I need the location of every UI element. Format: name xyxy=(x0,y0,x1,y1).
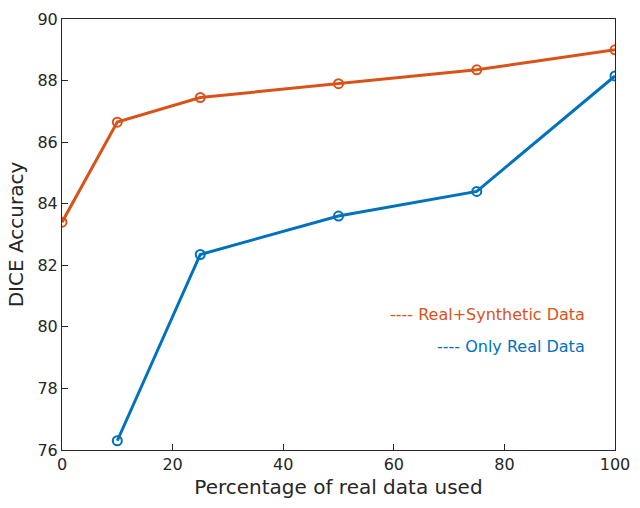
svg-text:80: 80 xyxy=(494,455,514,474)
svg-text:40: 40 xyxy=(273,455,293,474)
svg-text:DICE Accuracy: DICE Accuracy xyxy=(4,162,28,308)
svg-text:---- Only Real Data: ---- Only Real Data xyxy=(437,337,585,356)
svg-text:---- Real+Synthetic Data: ---- Real+Synthetic Data xyxy=(390,305,585,324)
svg-text:88: 88 xyxy=(37,71,57,90)
svg-text:78: 78 xyxy=(37,379,57,398)
svg-text:90: 90 xyxy=(37,10,57,29)
svg-text:20: 20 xyxy=(162,455,182,474)
svg-text:82: 82 xyxy=(37,256,57,275)
svg-text:76: 76 xyxy=(37,441,57,460)
svg-text:100: 100 xyxy=(600,455,631,474)
svg-text:0: 0 xyxy=(57,455,67,474)
svg-text:86: 86 xyxy=(37,133,57,152)
svg-text:84: 84 xyxy=(37,194,57,213)
svg-text:80: 80 xyxy=(37,317,57,336)
svg-text:60: 60 xyxy=(384,455,404,474)
svg-text:Percentage of real data used: Percentage of real data used xyxy=(194,475,482,499)
